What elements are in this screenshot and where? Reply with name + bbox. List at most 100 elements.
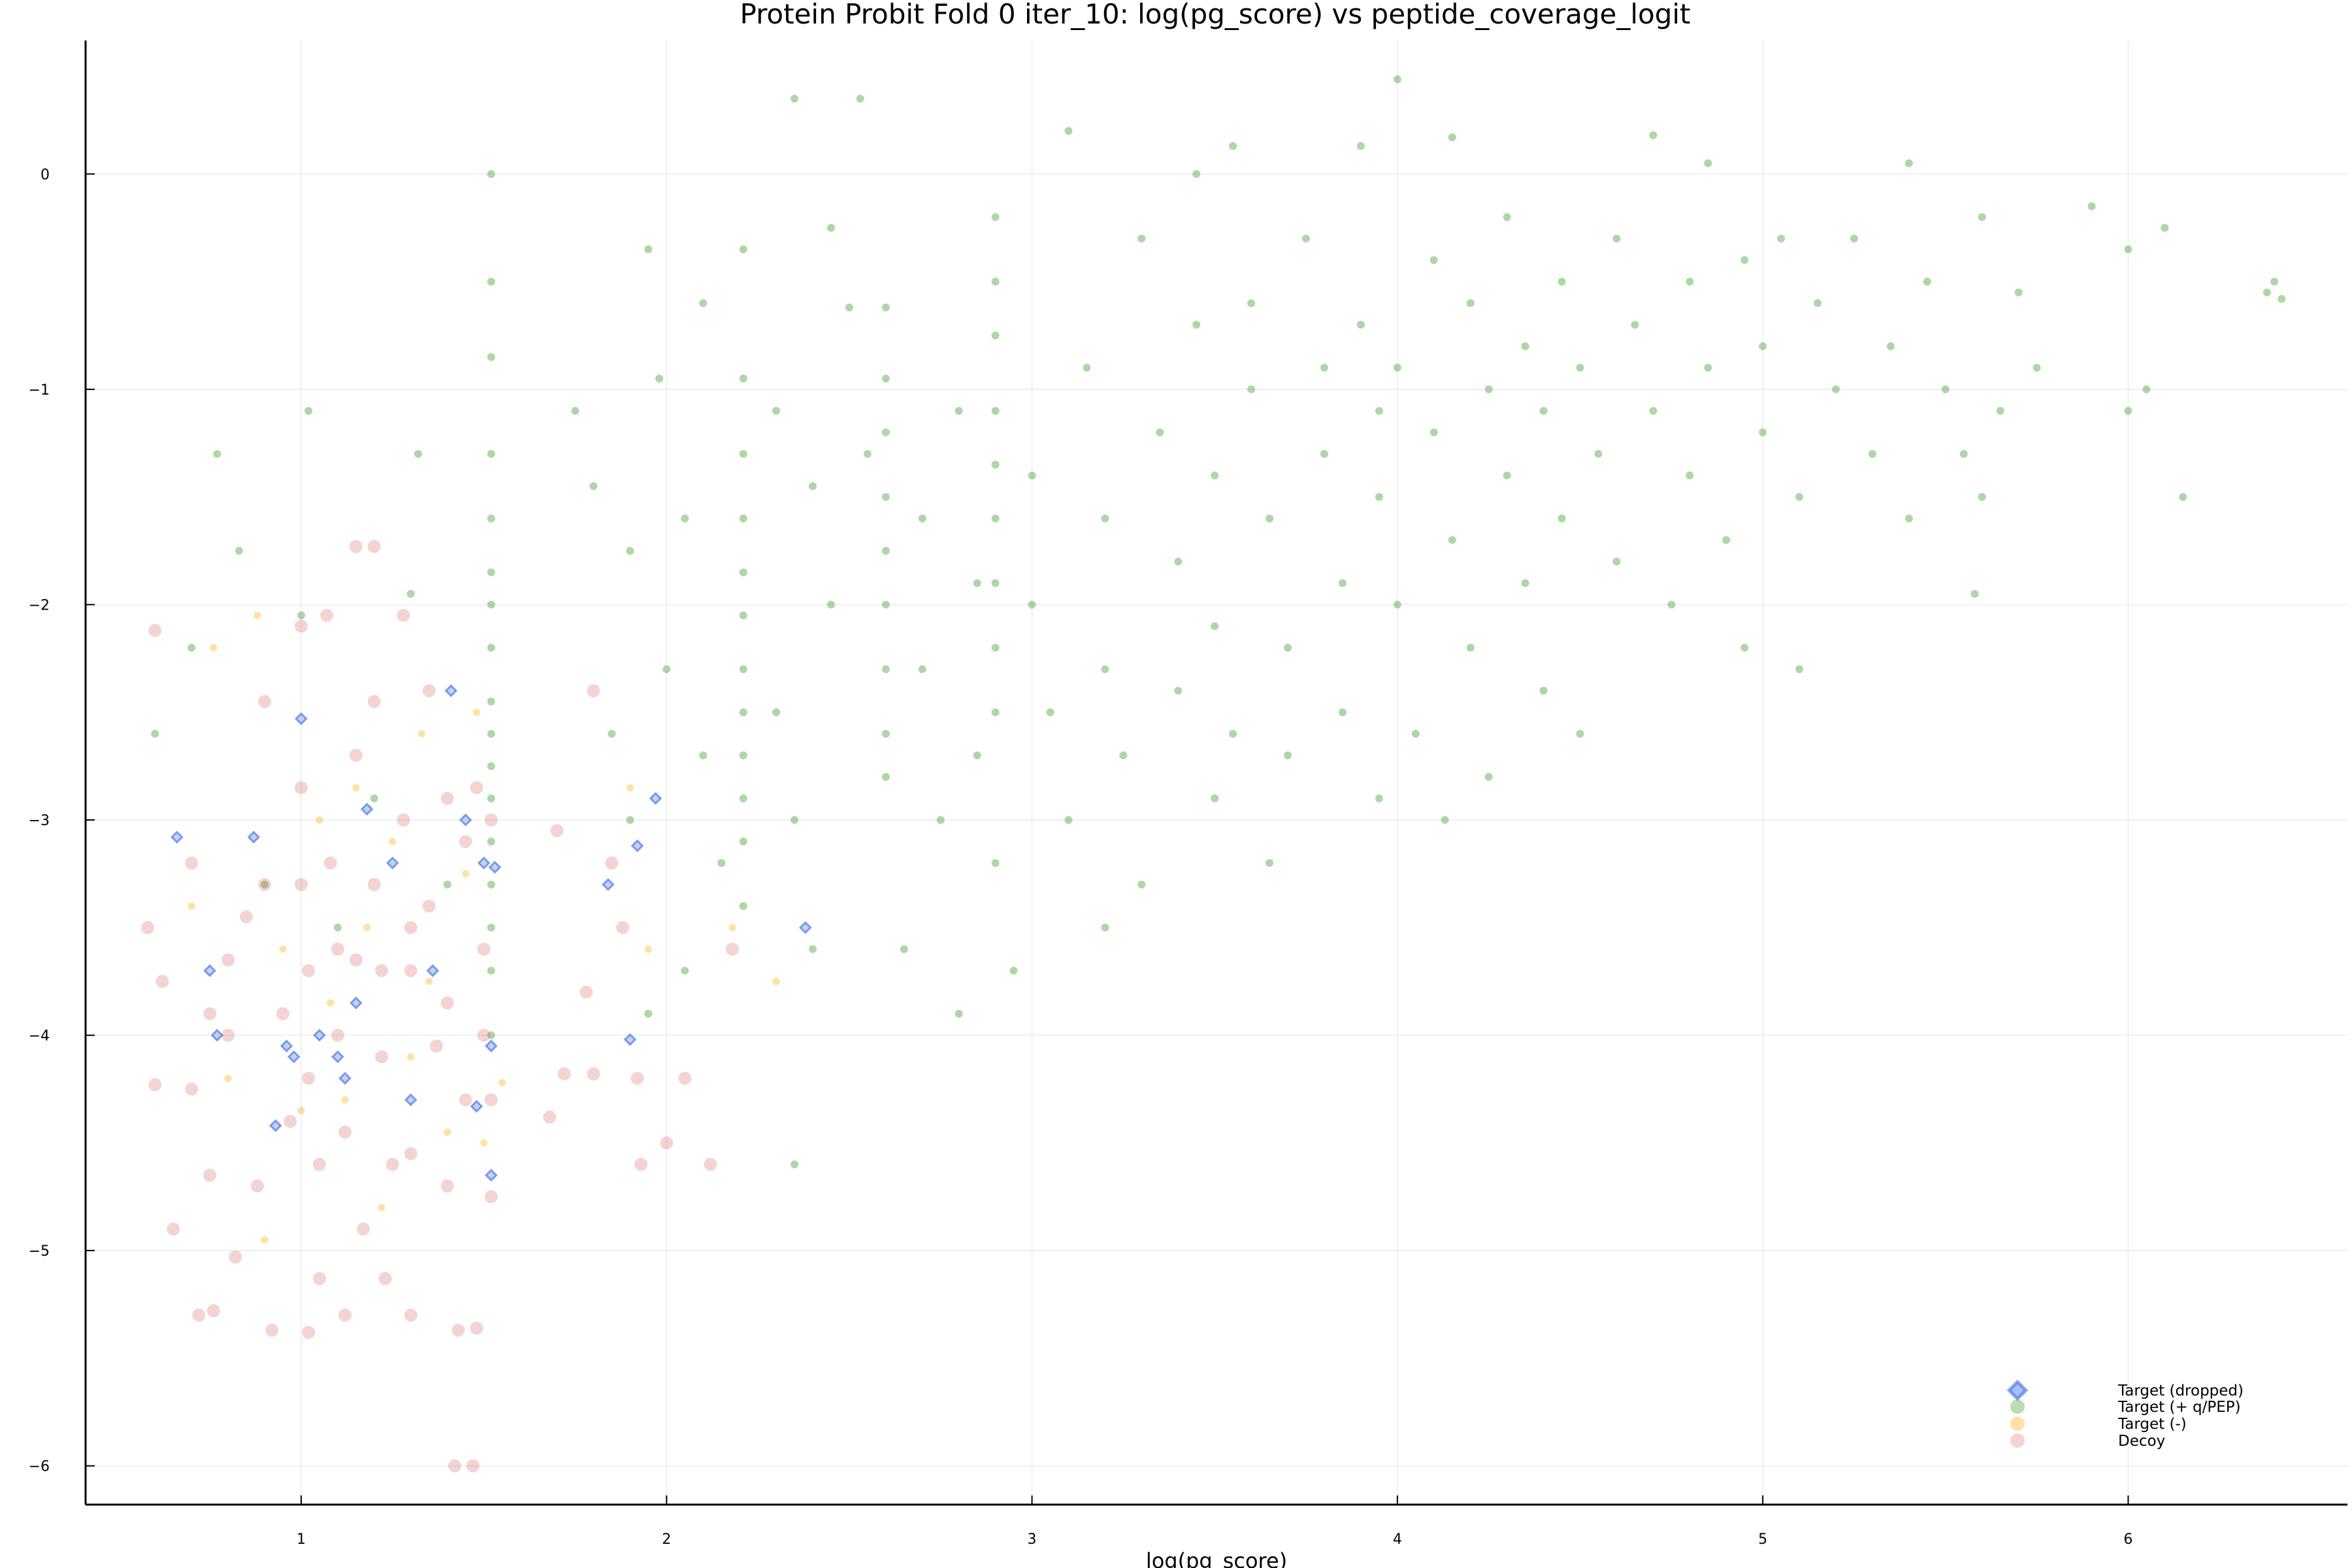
data-point xyxy=(484,1093,498,1107)
data-point xyxy=(484,813,498,827)
data-point xyxy=(422,684,436,698)
data-point xyxy=(660,1136,674,1150)
data-point xyxy=(294,877,308,891)
data-point xyxy=(1174,557,1183,566)
legend-label: Target (-) xyxy=(2117,1416,2187,1433)
data-point xyxy=(1320,449,1328,458)
data-point xyxy=(1686,471,1694,480)
data-point xyxy=(448,1459,461,1473)
data-point xyxy=(487,794,495,803)
data-point xyxy=(973,751,981,760)
data-point xyxy=(327,999,335,1007)
data-point xyxy=(487,170,495,178)
data-point xyxy=(1393,75,1401,84)
data-point xyxy=(363,924,371,932)
data-point xyxy=(451,1324,465,1337)
data-point xyxy=(1192,321,1201,329)
legend-label: Target (dropped) xyxy=(2117,1382,2244,1399)
data-point xyxy=(349,749,363,762)
data-point xyxy=(487,568,495,577)
data-point xyxy=(487,762,495,770)
data-point xyxy=(1814,299,1822,308)
legend-marker-circle xyxy=(2010,1399,2025,1414)
data-point xyxy=(406,589,415,598)
data-point xyxy=(1211,622,1219,630)
data-point xyxy=(331,1050,344,1064)
data-point xyxy=(1868,449,1876,458)
data-point xyxy=(1466,299,1475,308)
data-point xyxy=(488,860,502,874)
data-point xyxy=(699,299,708,308)
data-point xyxy=(1338,708,1347,717)
data-point xyxy=(918,514,926,523)
data-point xyxy=(739,837,747,845)
y-tick-label: −5 xyxy=(29,1243,50,1260)
data-point xyxy=(580,985,593,999)
data-point xyxy=(167,1222,180,1236)
data-point xyxy=(808,945,817,953)
data-point xyxy=(739,794,747,803)
data-point xyxy=(955,406,963,415)
data-point xyxy=(188,644,196,652)
data-point xyxy=(1795,493,1804,501)
data-point xyxy=(418,730,426,738)
data-point xyxy=(1970,589,1979,598)
data-point xyxy=(487,514,495,523)
data-point xyxy=(1441,816,1449,825)
data-point xyxy=(155,975,169,988)
series-decoy xyxy=(141,540,739,1473)
data-point xyxy=(699,751,708,760)
data-point xyxy=(739,902,747,910)
data-point xyxy=(1503,471,1511,480)
data-point xyxy=(1356,142,1365,150)
data-point xyxy=(1777,235,1786,243)
data-point xyxy=(881,303,890,312)
data-point xyxy=(1429,256,1438,265)
data-point xyxy=(1704,159,1712,167)
data-point xyxy=(487,730,495,738)
data-point xyxy=(360,802,374,816)
data-point xyxy=(352,784,360,792)
series-target-q-pep- xyxy=(151,75,2286,1169)
data-point xyxy=(1941,385,1950,393)
data-point xyxy=(349,953,363,967)
data-point xyxy=(316,816,323,824)
data-point xyxy=(1302,235,1311,243)
data-point xyxy=(605,856,619,870)
data-point xyxy=(414,449,422,458)
data-point xyxy=(1429,428,1438,436)
data-point xyxy=(210,644,218,651)
data-point xyxy=(338,1071,352,1085)
data-point xyxy=(404,964,417,977)
data-point xyxy=(649,792,662,805)
data-point xyxy=(440,792,454,806)
data-point xyxy=(229,1250,242,1264)
data-point xyxy=(247,830,261,844)
data-point xyxy=(772,977,780,985)
data-point xyxy=(991,644,1000,652)
data-point xyxy=(385,1158,399,1171)
data-point xyxy=(2262,288,2271,297)
legend-label: Target (+ q/PEP) xyxy=(2117,1399,2241,1416)
data-point xyxy=(425,977,433,985)
data-point xyxy=(295,712,308,726)
data-point xyxy=(466,1459,480,1473)
data-point xyxy=(1759,428,1767,436)
data-point xyxy=(203,1168,217,1182)
data-point xyxy=(279,945,287,953)
data-point xyxy=(470,1321,483,1335)
data-point xyxy=(404,1147,417,1160)
data-point xyxy=(470,1100,483,1113)
legend-marker-diamond xyxy=(2006,1379,2029,1401)
data-point xyxy=(297,1107,305,1115)
data-point xyxy=(791,816,799,825)
data-point xyxy=(1083,363,1091,372)
data-point xyxy=(302,1326,316,1339)
data-point xyxy=(991,461,1000,469)
data-point xyxy=(203,964,217,977)
data-point xyxy=(141,921,155,934)
data-point xyxy=(235,547,243,555)
data-point xyxy=(312,1271,326,1285)
data-point xyxy=(203,1007,217,1021)
data-point xyxy=(1156,428,1164,436)
